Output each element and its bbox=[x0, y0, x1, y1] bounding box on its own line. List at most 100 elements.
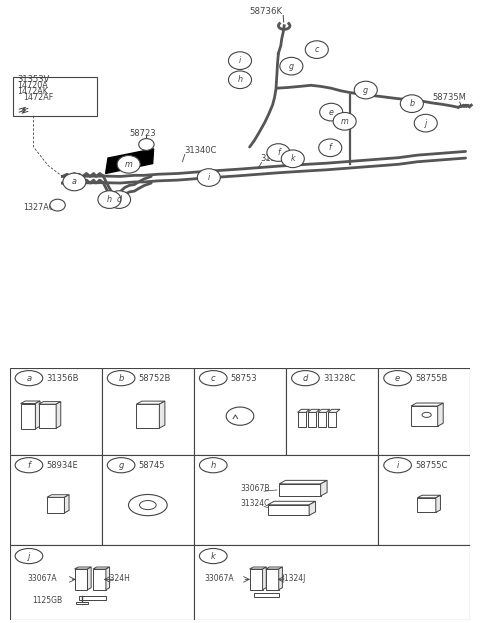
Bar bbox=[194, 368, 286, 455]
Polygon shape bbox=[318, 409, 330, 412]
Bar bbox=[93, 569, 106, 590]
Circle shape bbox=[108, 458, 135, 473]
Bar bbox=[79, 596, 107, 601]
Text: k: k bbox=[211, 551, 216, 561]
Bar bbox=[298, 412, 306, 427]
Text: k: k bbox=[290, 155, 295, 163]
Text: 58755B: 58755B bbox=[415, 374, 447, 383]
Bar bbox=[328, 412, 336, 427]
Circle shape bbox=[15, 371, 43, 386]
Bar bbox=[38, 404, 56, 428]
Text: 31324C: 31324C bbox=[240, 500, 269, 508]
Ellipse shape bbox=[226, 407, 254, 426]
Text: g: g bbox=[363, 85, 368, 95]
Text: d: d bbox=[117, 195, 121, 204]
Text: 33067A: 33067A bbox=[27, 574, 57, 583]
Circle shape bbox=[200, 548, 227, 564]
Text: b: b bbox=[119, 374, 124, 383]
Circle shape bbox=[333, 113, 356, 130]
Bar bbox=[76, 602, 88, 604]
Text: 33067B: 33067B bbox=[240, 484, 269, 493]
Text: e: e bbox=[395, 374, 400, 383]
Polygon shape bbox=[106, 567, 109, 590]
Text: 31324J: 31324J bbox=[280, 574, 306, 583]
Circle shape bbox=[414, 114, 437, 132]
Text: m: m bbox=[341, 117, 348, 126]
Circle shape bbox=[384, 458, 411, 473]
Bar bbox=[308, 412, 316, 427]
Text: b: b bbox=[409, 99, 414, 108]
Text: j: j bbox=[425, 118, 427, 128]
Text: 14720A: 14720A bbox=[17, 81, 48, 90]
Bar bbox=[411, 406, 438, 426]
Text: i: i bbox=[396, 461, 399, 470]
Text: f: f bbox=[27, 461, 30, 470]
Bar bbox=[279, 484, 321, 496]
Text: 33067A: 33067A bbox=[204, 574, 234, 583]
Text: c: c bbox=[314, 45, 319, 54]
Polygon shape bbox=[438, 403, 443, 426]
Bar bbox=[102, 368, 194, 455]
Circle shape bbox=[422, 412, 431, 417]
Text: 31328C: 31328C bbox=[323, 374, 356, 383]
Polygon shape bbox=[21, 401, 40, 404]
Bar bbox=[266, 569, 279, 590]
Circle shape bbox=[280, 57, 303, 75]
Text: f: f bbox=[277, 148, 280, 157]
Text: h: h bbox=[107, 195, 112, 204]
Text: i: i bbox=[239, 56, 241, 65]
Text: j: j bbox=[28, 551, 30, 561]
Text: 58752B: 58752B bbox=[139, 374, 171, 383]
Polygon shape bbox=[436, 495, 441, 512]
Bar bbox=[10, 368, 102, 455]
Circle shape bbox=[354, 81, 377, 99]
Text: 58753: 58753 bbox=[231, 374, 257, 383]
Text: f: f bbox=[329, 143, 332, 152]
Text: c: c bbox=[211, 374, 216, 383]
Polygon shape bbox=[36, 401, 40, 429]
Circle shape bbox=[319, 139, 342, 156]
Circle shape bbox=[292, 371, 319, 386]
Polygon shape bbox=[321, 480, 327, 496]
Circle shape bbox=[197, 169, 220, 186]
Circle shape bbox=[15, 548, 43, 564]
Circle shape bbox=[140, 500, 156, 510]
Polygon shape bbox=[263, 567, 266, 590]
Bar bbox=[10, 546, 194, 620]
Polygon shape bbox=[74, 567, 91, 569]
Bar bbox=[378, 455, 470, 546]
Text: i: i bbox=[208, 173, 210, 182]
Bar bbox=[418, 498, 436, 512]
Circle shape bbox=[228, 52, 252, 70]
Circle shape bbox=[98, 191, 121, 209]
Circle shape bbox=[129, 495, 167, 516]
Bar bbox=[102, 455, 194, 546]
Text: 1472AF: 1472AF bbox=[23, 93, 53, 102]
Text: 58755C: 58755C bbox=[415, 461, 447, 470]
Text: h: h bbox=[211, 461, 216, 470]
Circle shape bbox=[50, 199, 65, 211]
Bar bbox=[10, 455, 102, 546]
Polygon shape bbox=[308, 409, 320, 412]
Text: d: d bbox=[303, 374, 308, 383]
Bar bbox=[47, 497, 64, 513]
Text: 58735M: 58735M bbox=[432, 93, 466, 102]
Circle shape bbox=[139, 138, 154, 150]
Text: e: e bbox=[329, 108, 334, 117]
Circle shape bbox=[228, 71, 252, 88]
Bar bbox=[318, 412, 326, 427]
Text: 58745: 58745 bbox=[139, 461, 165, 470]
Polygon shape bbox=[279, 480, 327, 484]
Circle shape bbox=[200, 371, 227, 386]
Polygon shape bbox=[268, 502, 315, 505]
Circle shape bbox=[384, 371, 411, 386]
Polygon shape bbox=[93, 567, 109, 569]
Polygon shape bbox=[38, 402, 61, 404]
Bar bbox=[194, 455, 378, 546]
Polygon shape bbox=[159, 401, 165, 428]
Polygon shape bbox=[47, 495, 69, 497]
Polygon shape bbox=[64, 495, 69, 513]
Bar bbox=[74, 569, 87, 590]
Polygon shape bbox=[411, 403, 443, 406]
Text: 58723: 58723 bbox=[130, 129, 156, 138]
